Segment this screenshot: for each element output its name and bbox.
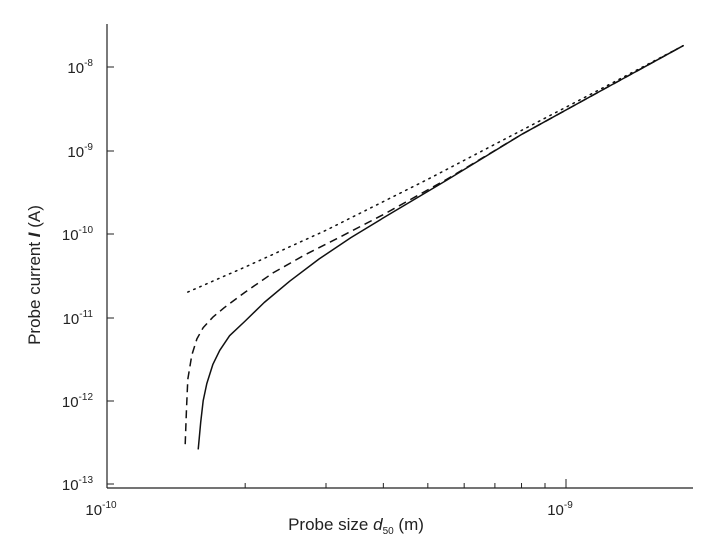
series-line-dashed — [184, 45, 684, 445]
y-tick-label: 10-12 — [62, 392, 94, 411]
y-tick-label: 10-11 — [63, 309, 94, 328]
x-tick-label: 10-10 — [85, 500, 117, 519]
axes — [106, 24, 693, 489]
y-tick-label: 10-13 — [62, 475, 94, 494]
x-axis-title-prefix: Probe size — [288, 515, 373, 534]
y-axis-title-prefix: Probe current — [25, 237, 44, 345]
y-axis-title-suffix: (A) — [25, 205, 44, 232]
x-axis-title-suffix: (m) — [394, 515, 424, 534]
y-tick-label: 10-9 — [67, 142, 93, 161]
y-axis-title-var: I — [25, 231, 44, 237]
series-line-solid — [197, 45, 684, 450]
series-layer — [184, 44, 684, 450]
y-axis-title: Probe current I (A) — [25, 205, 44, 345]
y-tick-label: 10-10 — [62, 225, 94, 244]
x-axis-title: Probe size d50 (m) — [288, 515, 424, 537]
x-axis-title-sub: 50 — [383, 526, 395, 537]
ticks: 10-13 10-12 10-11 10-10 10-9 10-8 10-10 10-9 — [62, 58, 573, 519]
x-tick-label: 10-9 — [547, 500, 573, 519]
y-tick-label: 10-8 — [67, 58, 93, 77]
series-line-dotted — [187, 44, 684, 293]
x-axis-title-var: d — [373, 515, 383, 534]
